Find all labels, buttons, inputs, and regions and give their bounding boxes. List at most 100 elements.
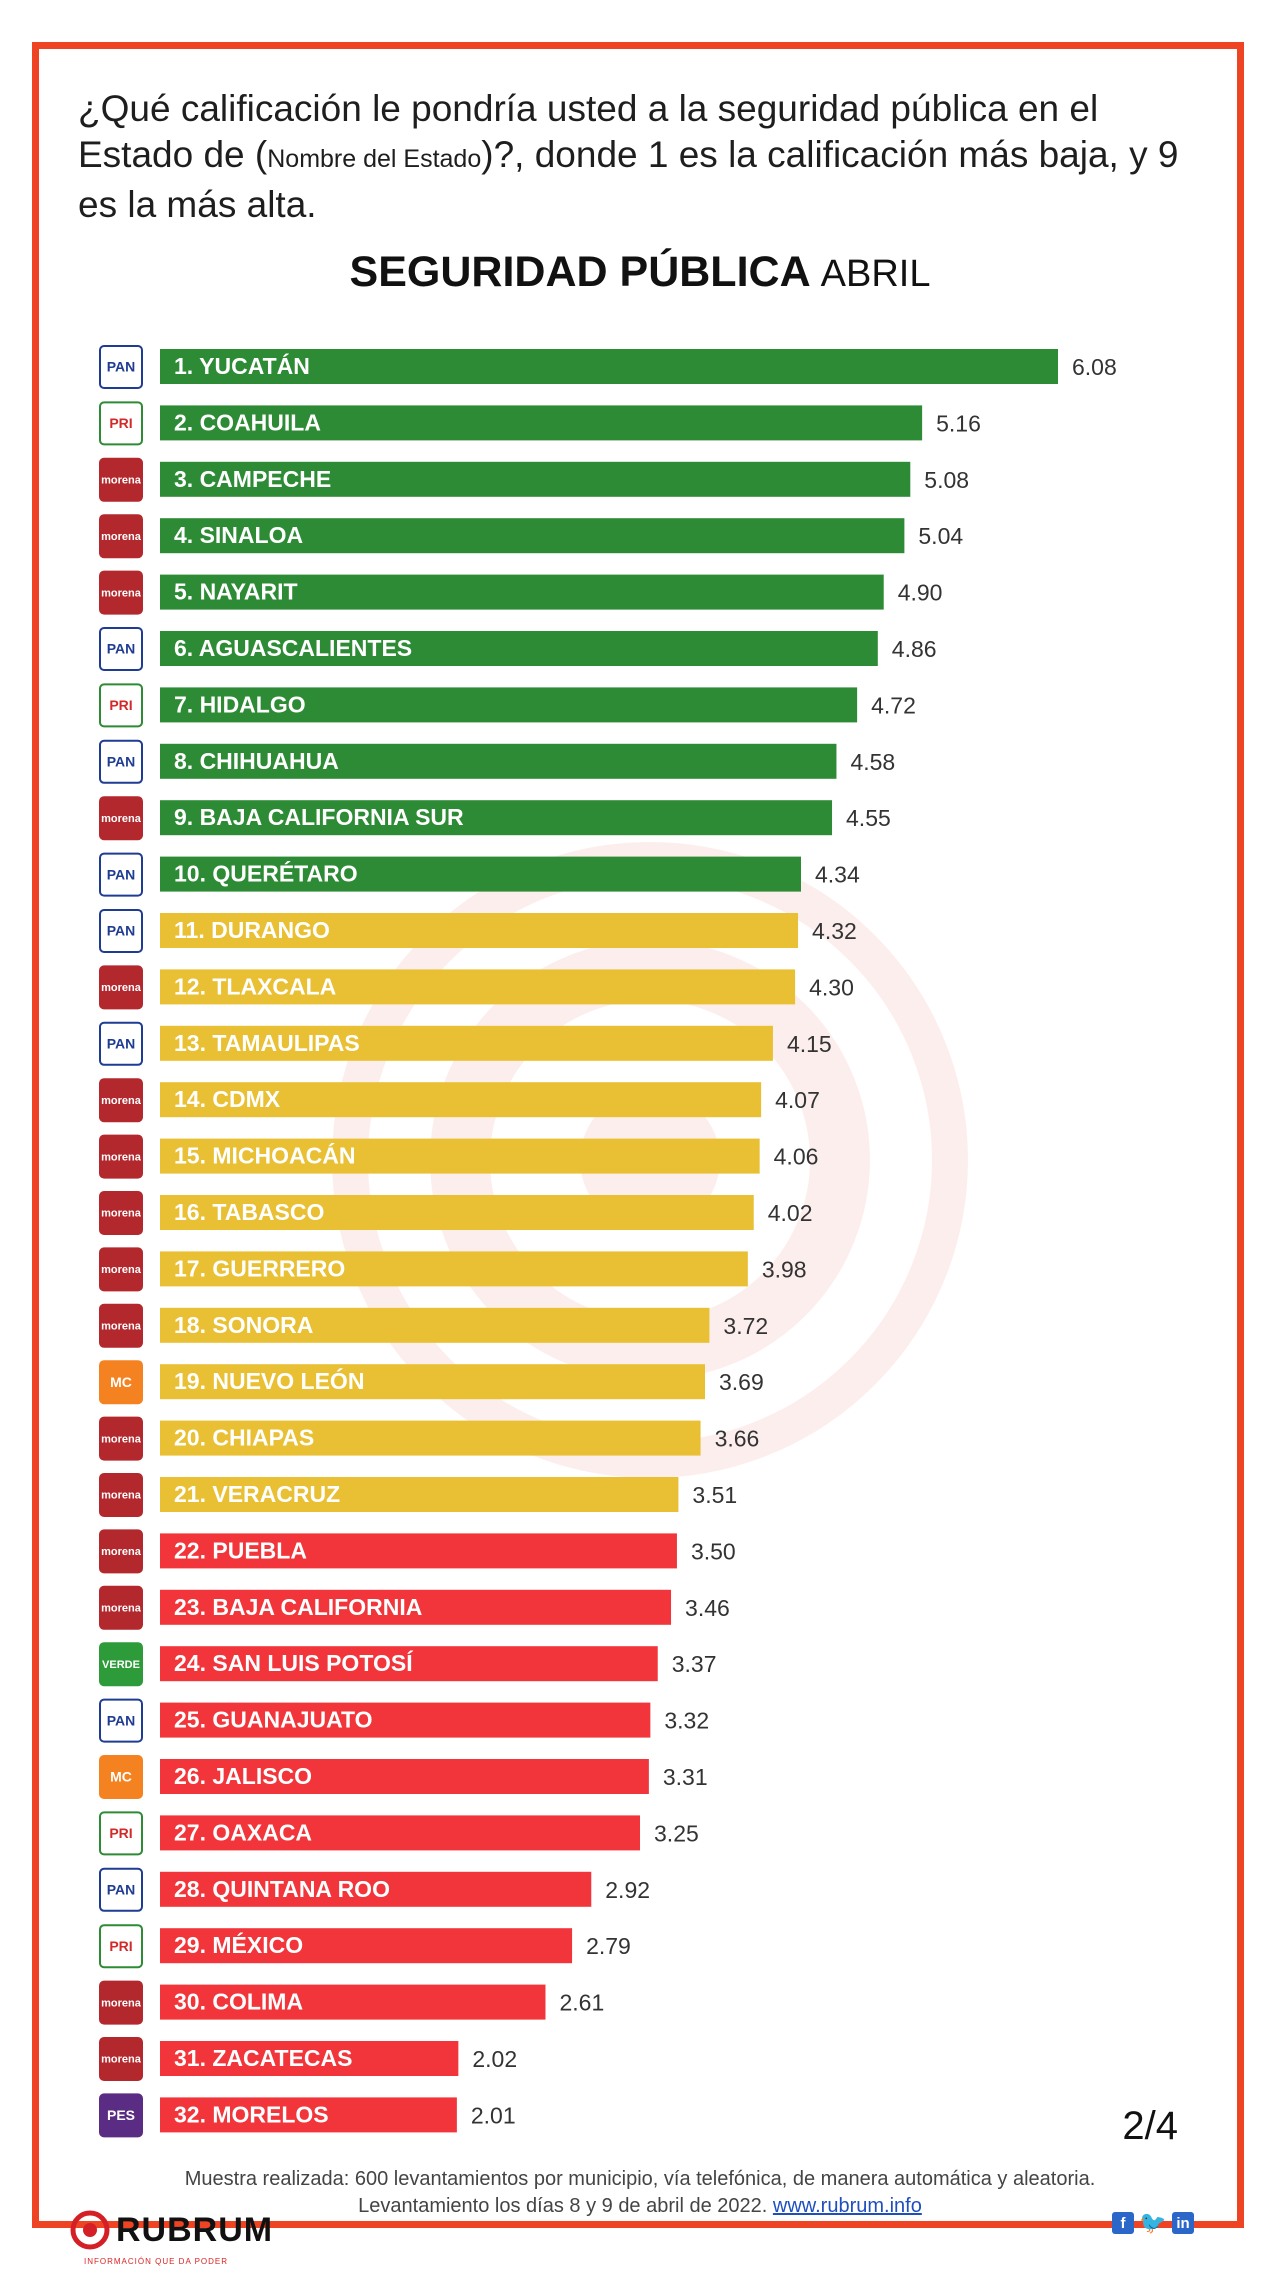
footer-line-2: Levantamiento los días 8 y 9 de abril de…: [0, 2193, 1280, 2220]
bar: [160, 800, 833, 836]
party-badge-icon: [99, 514, 143, 559]
bar-value-label: 5.08: [924, 467, 969, 493]
party-badge-label: morena: [101, 1264, 142, 1276]
party-badge-label: PAN: [107, 1035, 136, 1051]
party-badge-label: morena: [101, 1433, 142, 1445]
bar: [160, 349, 1058, 384]
bar-value-label: 3.32: [664, 1708, 709, 1734]
bar-category-label: 3. CAMPECHE: [174, 466, 331, 492]
party-badge-icon: [99, 1585, 143, 1630]
bar: [160, 743, 837, 779]
party-badge-icon: [99, 1191, 143, 1235]
bar-category-label: 19. NUEVO LEÓN: [174, 1367, 364, 1394]
party-badge-icon: [99, 1642, 143, 1687]
party-badge-icon: [99, 1134, 143, 1179]
bar: [160, 1871, 592, 1907]
bar-value-label: 2.79: [586, 1933, 631, 1959]
bar-category-label: 9. BAJA CALIFORNIA SUR: [174, 804, 464, 830]
party-badge-icon: [99, 1360, 143, 1405]
party-badge-label: PRI: [109, 1938, 132, 1954]
bar: [160, 969, 796, 1005]
facebook-icon[interactable]: f: [1112, 2212, 1134, 2234]
party-badge-label: morena: [101, 1095, 142, 1107]
party-badge-icon: [99, 401, 143, 446]
party-badge-icon: [99, 1980, 143, 2025]
question-text-start: ¿Qué calificación le pondría usted a la …: [78, 88, 1099, 175]
bar-category-label: 4. SINALOA: [174, 522, 303, 548]
bar: [160, 1420, 701, 1456]
bar-category-label: 5. NAYARIT: [174, 579, 298, 605]
bar-category-label: 28. QUINTANA ROO: [174, 1876, 390, 1902]
bar-value-label: 3.98: [762, 1256, 807, 1282]
bar: [160, 518, 905, 554]
party-badge-label: morena: [101, 813, 142, 825]
footer-note: Muestra realizada: 600 levantamientos po…: [0, 2166, 1280, 2220]
bar: [160, 1646, 658, 1682]
bar-value-label: 3.31: [663, 1764, 708, 1790]
chart-title-month: ABRIL: [820, 253, 931, 295]
bar: [160, 1533, 677, 1569]
party-badge-icon: [99, 345, 143, 389]
bar-value-label: 2.02: [472, 2046, 517, 2072]
bar: [160, 1815, 641, 1851]
twitter-icon[interactable]: 🐦: [1139, 2210, 1167, 2235]
question-text-end: )?, donde 1 es la calificación más baja,…: [78, 134, 1179, 225]
party-badge-label: PRI: [109, 1825, 132, 1841]
bar-value-label: 4.06: [774, 1144, 819, 1170]
bar: [160, 1984, 546, 2020]
website-link[interactable]: www.rubrum.info: [772, 2195, 922, 2217]
party-badge-icon: [99, 909, 143, 953]
rubrum-logo-icon: [70, 2210, 110, 2250]
chart-title-main: SEGURIDAD PÚBLICA: [349, 248, 811, 296]
party-badge-label: morena: [101, 2054, 142, 2066]
party-badge-icon: [99, 1867, 143, 1912]
bar-category-label: 16. TABASCO: [174, 1199, 324, 1225]
bar: [160, 1364, 706, 1400]
bar-value-label: 3.51: [692, 1482, 737, 1508]
brand-tagline: INFORMACIÓN QUE DA PODER: [84, 2257, 229, 2266]
bar: [160, 1702, 651, 1738]
linkedin-icon[interactable]: in: [1172, 2212, 1194, 2234]
bar-value-label: 3.46: [685, 1595, 730, 1621]
bar-category-label: 30. COLIMA: [174, 1989, 303, 2015]
party-badge-label: PRI: [109, 415, 132, 431]
bar-category-label: 26. JALISCO: [174, 1763, 312, 1789]
bar: [160, 687, 858, 723]
bar-category-label: 12. TLAXCALA: [174, 973, 336, 999]
bar: [160, 631, 878, 666]
bar-value-label: 4.72: [871, 692, 916, 718]
bar-category-label: 7. HIDALGO: [174, 691, 306, 717]
bar-value-label: 2.92: [605, 1877, 650, 1903]
party-badge-icon: [99, 627, 143, 671]
party-badge-icon: [99, 2093, 143, 2138]
chart-title: SEGURIDAD PÚBLICA ABRIL: [0, 248, 1280, 297]
bar: [160, 1138, 760, 1174]
party-badge-icon: [99, 1755, 143, 1799]
social-links: f 🐦 in: [1112, 2210, 1194, 2235]
party-badge-icon: [99, 965, 143, 1010]
party-badge-label: morena: [101, 982, 142, 994]
party-badge-label: PAN: [107, 753, 136, 769]
party-badge-label: PAN: [107, 1712, 136, 1728]
bar-value-label: 3.25: [654, 1820, 699, 1846]
bar-category-label: 15. MICHOACÁN: [174, 1142, 355, 1169]
bar-category-label: 32. MORELOS: [174, 2101, 329, 2127]
bar-value-label: 4.90: [898, 580, 943, 606]
bar-value-label: 5.04: [918, 523, 963, 549]
bar-category-label: 8. CHIHUAHUA: [174, 748, 339, 774]
party-badge-label: PRI: [109, 697, 132, 713]
bar-value-label: 4.02: [768, 1200, 813, 1226]
party-badge-label: morena: [101, 531, 142, 543]
party-badge-icon: [99, 1078, 143, 1123]
bar: [160, 405, 923, 441]
party-badge-label: PAN: [107, 1881, 136, 1897]
bar-category-label: 31. ZACATECAS: [174, 2045, 353, 2071]
bar: [160, 1307, 710, 1343]
bar: [160, 913, 799, 948]
bar-category-label: 18. SONORA: [174, 1312, 313, 1338]
bar: [160, 856, 802, 892]
bar-category-label: 23. BAJA CALIFORNIA: [174, 1594, 422, 1620]
bar-value-label: 2.01: [471, 2102, 516, 2128]
party-badge-icon: [99, 1416, 143, 1461]
